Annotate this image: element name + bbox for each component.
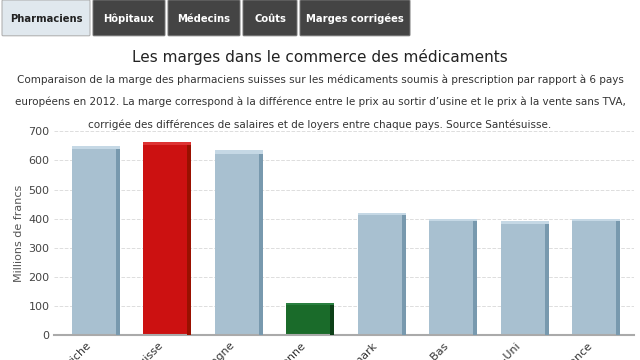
Text: Médecins: Médecins xyxy=(177,14,230,24)
Bar xyxy=(429,219,474,335)
Bar xyxy=(143,141,188,335)
Text: Pharmaciens: Pharmaciens xyxy=(10,14,83,24)
Bar xyxy=(116,146,120,335)
Text: européens en 2012. La marge correspond à la différence entre le prix au sortir d: européens en 2012. La marge correspond à… xyxy=(15,97,625,107)
Text: Marges corrigées: Marges corrigées xyxy=(306,14,404,24)
Bar xyxy=(500,221,549,224)
FancyBboxPatch shape xyxy=(93,0,165,36)
Bar xyxy=(474,219,477,335)
Bar xyxy=(358,213,406,215)
Bar xyxy=(72,146,116,335)
Text: Coûts: Coûts xyxy=(254,14,286,24)
Bar xyxy=(188,141,191,335)
FancyBboxPatch shape xyxy=(168,0,240,36)
Bar xyxy=(358,213,402,335)
FancyBboxPatch shape xyxy=(300,0,410,36)
Bar xyxy=(286,303,330,335)
Y-axis label: Millions de francs: Millions de francs xyxy=(14,184,24,282)
Bar xyxy=(429,219,477,221)
Bar xyxy=(286,303,334,305)
Bar xyxy=(72,146,120,149)
Bar xyxy=(572,219,620,221)
Bar xyxy=(572,219,616,335)
FancyBboxPatch shape xyxy=(2,0,90,36)
Bar xyxy=(214,150,263,154)
Bar xyxy=(259,150,263,335)
Bar xyxy=(616,219,620,335)
Bar xyxy=(545,221,549,335)
Bar xyxy=(143,141,191,145)
Text: Hôpitaux: Hôpitaux xyxy=(104,14,154,24)
Text: Les marges dans le commerce des médicaments: Les marges dans le commerce des médicame… xyxy=(132,49,508,65)
Bar xyxy=(402,213,406,335)
Text: corrigée des différences de salaires et de loyers entre chaque pays. Source Sant: corrigée des différences de salaires et … xyxy=(88,120,552,130)
Bar xyxy=(330,303,334,335)
Text: Comparaison de la marge des pharmaciens suisses sur les médicaments soumis à pre: Comparaison de la marge des pharmaciens … xyxy=(17,74,623,85)
Bar xyxy=(500,221,545,335)
Bar xyxy=(214,150,259,335)
FancyBboxPatch shape xyxy=(243,0,297,36)
